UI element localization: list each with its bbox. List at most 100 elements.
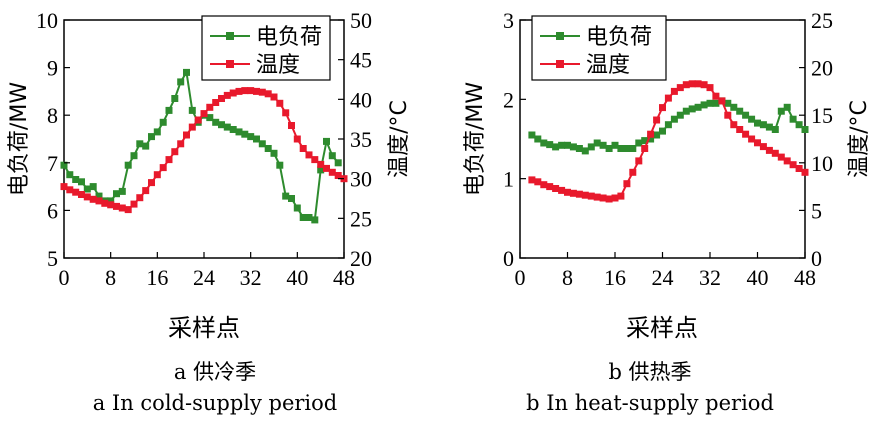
load-data-point bbox=[730, 103, 738, 111]
temp-data-point bbox=[558, 186, 566, 194]
temp-data-point bbox=[311, 156, 319, 164]
load-data-point bbox=[288, 195, 295, 202]
load-data-point bbox=[617, 145, 625, 152]
x-axis-title: 采样点 bbox=[168, 314, 240, 342]
load-data-point bbox=[641, 137, 649, 145]
temp-data-point bbox=[229, 89, 237, 97]
temp-data-point bbox=[670, 87, 678, 95]
temp-data-point bbox=[611, 194, 619, 202]
load-data-point bbox=[635, 139, 643, 147]
temp-data-point bbox=[142, 187, 150, 195]
load-data-point bbox=[299, 214, 307, 221]
plot-area: 0 8 16 24 32 40 48 0 1 2 3 0 5 10 15 20 25 bbox=[503, 8, 833, 290]
legend-load-label: 电负荷 bbox=[586, 25, 652, 50]
load-data-point bbox=[659, 127, 666, 135]
temp-data-point bbox=[66, 186, 74, 194]
load-data-point bbox=[754, 119, 761, 127]
right-axis-title: 温度/°C bbox=[387, 100, 412, 178]
temp-data-point bbox=[276, 99, 284, 107]
legend-temp-marker bbox=[226, 60, 234, 68]
temp-data-point bbox=[712, 92, 720, 100]
x-tick-label: 40 bbox=[286, 265, 308, 290]
x-tick-label: 24 bbox=[652, 265, 674, 290]
load-data-point bbox=[736, 107, 744, 115]
load-data-point bbox=[575, 145, 583, 152]
load-data-point bbox=[801, 126, 809, 133]
left-axis-title: 电负荷/MW bbox=[7, 82, 32, 196]
load-data-point bbox=[83, 185, 91, 193]
temp-data-point bbox=[635, 157, 643, 165]
load-data-point bbox=[328, 152, 336, 160]
left-tick-label: 6 bbox=[47, 198, 58, 223]
load-data-point bbox=[771, 126, 779, 133]
right-tick-label: 50 bbox=[350, 8, 372, 33]
load-data-point bbox=[177, 78, 185, 86]
temp-data-point bbox=[700, 81, 708, 89]
temp-data-point bbox=[777, 153, 785, 161]
right-tick-label: 10 bbox=[811, 151, 833, 176]
temp-data-point bbox=[264, 90, 272, 98]
temp-data-point bbox=[107, 201, 115, 209]
temp-data-point bbox=[247, 87, 255, 95]
left-axis: 0 1 2 3 bbox=[503, 8, 526, 271]
temp-data-point bbox=[664, 94, 672, 102]
temp-data-point bbox=[241, 87, 249, 95]
load-data-point bbox=[305, 214, 313, 221]
temp-data-point bbox=[328, 168, 336, 176]
temp-data-point bbox=[540, 181, 548, 189]
load-data-point bbox=[293, 204, 301, 212]
load-data-point bbox=[118, 187, 126, 195]
x-tick-label: 16 bbox=[146, 265, 168, 290]
load-data-point bbox=[593, 139, 601, 147]
temp-data-point bbox=[623, 180, 631, 188]
x-tick-label: 32 bbox=[699, 265, 721, 290]
legend: 电负荷 温度 bbox=[201, 15, 331, 81]
load-data-point bbox=[748, 115, 756, 123]
temp-data-point bbox=[124, 206, 132, 214]
temp-data-point bbox=[581, 191, 589, 199]
temp-data-point bbox=[218, 95, 225, 102]
load-data-point bbox=[148, 133, 155, 141]
temp-data-point bbox=[153, 171, 161, 179]
caption-a-en: a In cold-supply period bbox=[92, 391, 338, 415]
temp-data-point bbox=[171, 148, 179, 156]
right-tick-label: 25 bbox=[350, 206, 372, 231]
load-data-point bbox=[581, 147, 589, 155]
legend-load-marker bbox=[226, 32, 234, 40]
load-data-point bbox=[629, 145, 637, 152]
load-data-point bbox=[552, 143, 560, 151]
load-data-point bbox=[789, 115, 797, 123]
temp-data-point bbox=[706, 84, 714, 92]
temp-data-point bbox=[323, 164, 330, 172]
load-data-point bbox=[694, 103, 702, 111]
temp-data-point bbox=[593, 193, 601, 201]
temp-data-point bbox=[801, 168, 809, 176]
temp-data-point bbox=[617, 192, 625, 200]
temp-data-point bbox=[641, 145, 649, 152]
load-data-point bbox=[653, 131, 661, 139]
temp-data-point bbox=[60, 183, 68, 191]
x-tick-label: 0 bbox=[59, 265, 70, 290]
left-tick-label: 8 bbox=[47, 103, 58, 128]
x-tick-label: 24 bbox=[193, 265, 215, 290]
temp-data-point bbox=[334, 172, 342, 179]
temp-data-point bbox=[83, 193, 91, 201]
temp-data-point bbox=[653, 116, 661, 124]
temp-data-point bbox=[789, 161, 797, 169]
temp-data-point bbox=[605, 195, 613, 203]
temp-data-point bbox=[629, 168, 637, 176]
x-tick-label: 40 bbox=[747, 265, 769, 290]
load-data-point bbox=[558, 141, 566, 149]
load-data-point bbox=[599, 141, 607, 149]
x-axis-title: 采样点 bbox=[626, 314, 698, 342]
temp-data-point bbox=[223, 91, 231, 99]
left-tick-label: 10 bbox=[36, 8, 58, 33]
temp-data-point bbox=[101, 199, 109, 207]
load-data-point bbox=[688, 105, 696, 113]
load-data-point bbox=[765, 123, 773, 131]
load-data-point bbox=[676, 111, 684, 119]
temp-data-point bbox=[293, 135, 301, 143]
load-data-point bbox=[142, 142, 150, 150]
load-data-point bbox=[682, 107, 690, 115]
